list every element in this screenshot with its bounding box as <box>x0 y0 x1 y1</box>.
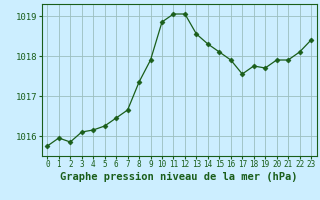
X-axis label: Graphe pression niveau de la mer (hPa): Graphe pression niveau de la mer (hPa) <box>60 172 298 182</box>
